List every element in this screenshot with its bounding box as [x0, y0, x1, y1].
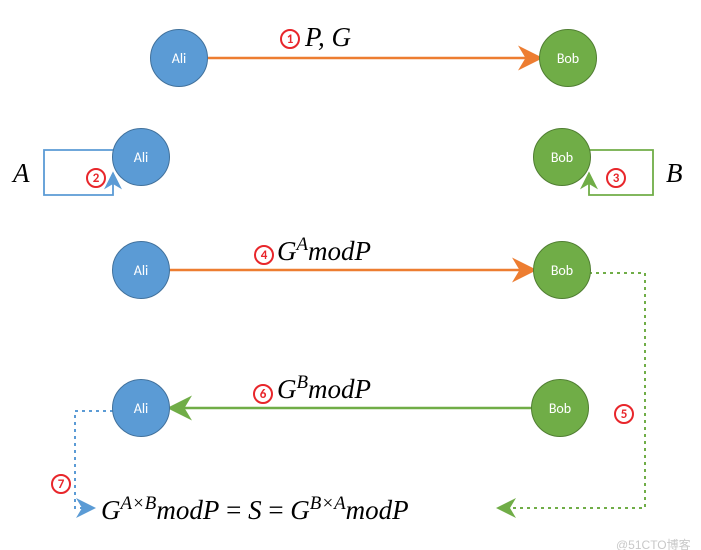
- node-label: Ali: [134, 262, 149, 279]
- node-bob-1: Bob: [539, 29, 597, 87]
- node-ali-3: Ali: [112, 241, 170, 299]
- node-label: Bob: [557, 50, 579, 67]
- arrows-layer: [0, 0, 701, 550]
- step-badge-2: 2: [86, 168, 106, 188]
- step-number: 7: [58, 477, 65, 492]
- watermark-text: @51CTO博客: [616, 536, 691, 550]
- math-label-eq: GA×BmodP = S = GB×AmodP: [101, 493, 409, 526]
- step-number: 5: [621, 407, 628, 422]
- math-label-pg: P, G: [305, 22, 351, 53]
- node-bob-4: Bob: [531, 379, 589, 437]
- node-label: Ali: [134, 400, 149, 417]
- math-label-B: B: [666, 158, 683, 189]
- math-label-A: A: [13, 158, 30, 189]
- node-bob-3: Bob: [533, 241, 591, 299]
- step-badge-1: 1: [280, 29, 300, 49]
- step-badge-7: 7: [51, 474, 71, 494]
- node-ali-2: Ali: [112, 128, 170, 186]
- node-label: Ali: [172, 50, 187, 67]
- step-badge-3: 3: [606, 168, 626, 188]
- step-number: 6: [260, 387, 267, 402]
- node-label: Bob: [549, 400, 571, 417]
- step-badge-6: 6: [253, 384, 273, 404]
- node-bob-2: Bob: [533, 128, 591, 186]
- step-number: 4: [261, 248, 268, 263]
- math-label-GA: GAmodP: [277, 234, 371, 267]
- node-label: Bob: [551, 149, 573, 166]
- step-number: 1: [287, 32, 294, 47]
- node-ali-1: Ali: [150, 29, 208, 87]
- node-label: Ali: [134, 149, 149, 166]
- step-number: 2: [93, 171, 100, 186]
- math-label-GB: GBmodP: [277, 372, 371, 405]
- step-badge-5: 5: [614, 404, 634, 424]
- node-ali-4: Ali: [112, 379, 170, 437]
- node-label: Bob: [551, 262, 573, 279]
- step-badge-4: 4: [254, 245, 274, 265]
- step-number: 3: [613, 171, 620, 186]
